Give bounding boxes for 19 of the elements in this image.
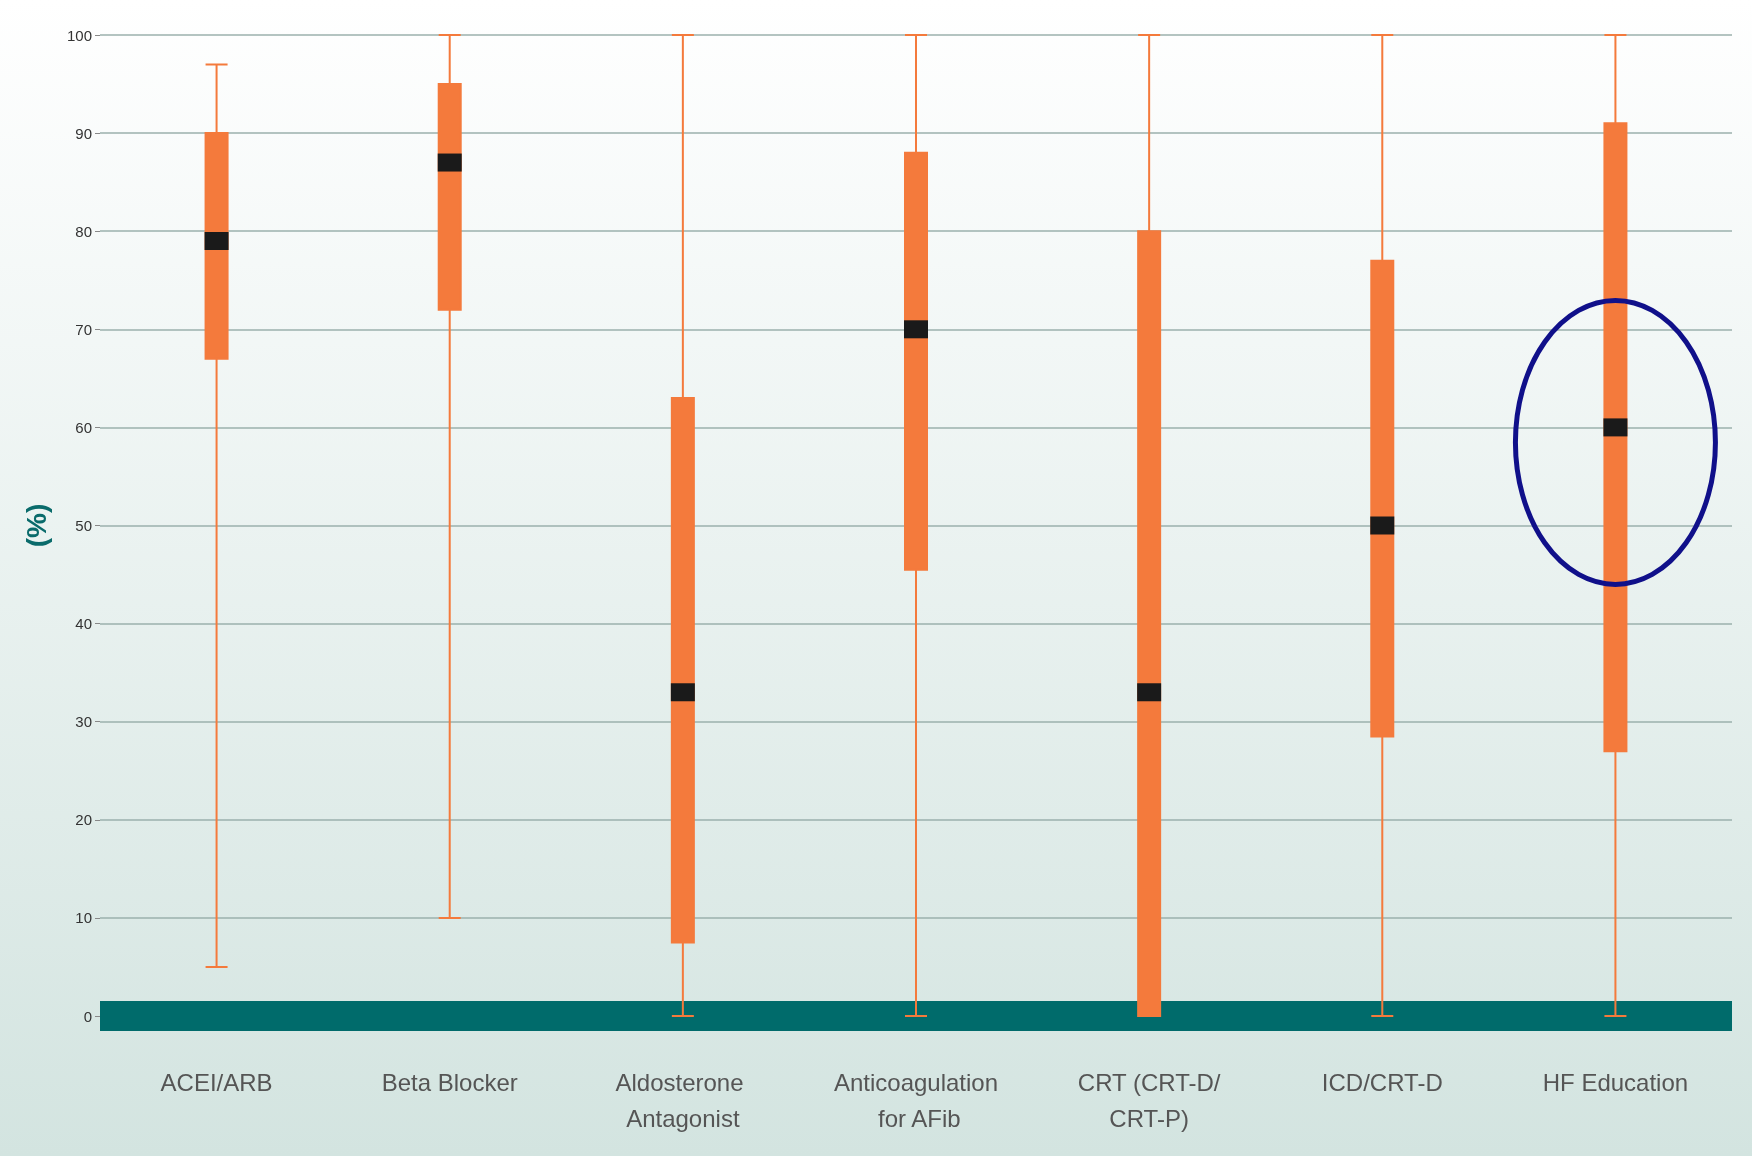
x-tick-label: Aldosterone Antagonist — [615, 1068, 751, 1132]
x-tick-label: Beta Blocker — [381, 1068, 518, 1096]
y-tick-label: 30 — [75, 713, 92, 731]
y-tick-label: 10 — [75, 909, 92, 927]
y-tick-label: 50 — [75, 517, 92, 534]
x-tick-label: CRT (CRT-D/CRT-P) — [1077, 1068, 1221, 1132]
y-tick-label: 60 — [75, 418, 92, 436]
x-tick-label: ICD/CRT-D — [1321, 1068, 1443, 1096]
y-axis-title: (%) — [20, 503, 52, 548]
x-tick-label: ACEI/ARB — [160, 1068, 273, 1096]
y-tick-label: 80 — [75, 222, 92, 240]
x-tick-label: HF Education — [1542, 1068, 1689, 1096]
x-tick-label: Anticoagulation for AFib — [833, 1068, 999, 1132]
y-tick-label: 100 — [66, 26, 92, 44]
y-tick-label: 70 — [75, 320, 92, 338]
y-tick-label: 90 — [75, 124, 92, 142]
y-tick-label: 0 — [83, 1007, 92, 1025]
y-tick-label: 40 — [75, 615, 92, 633]
y-tick-label: 20 — [75, 811, 92, 829]
